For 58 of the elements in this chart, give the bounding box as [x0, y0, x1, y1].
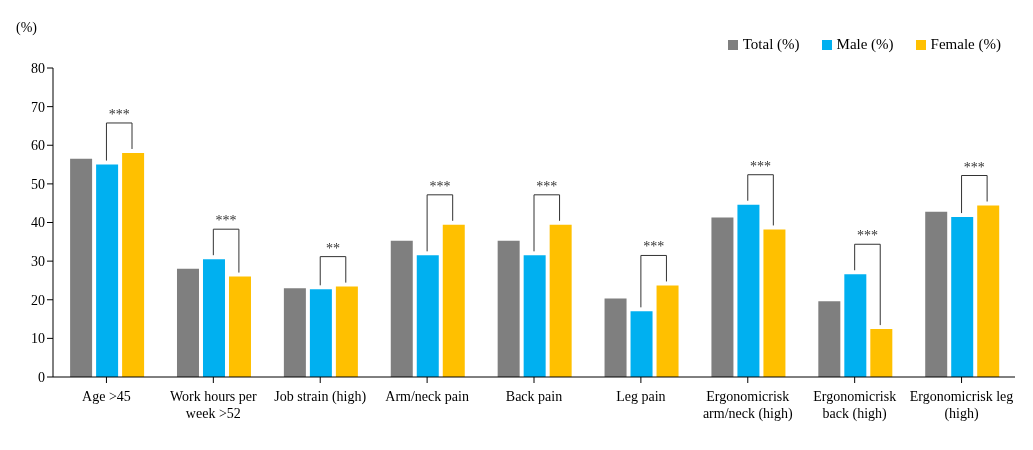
bar — [977, 205, 1000, 377]
bar — [335, 286, 358, 377]
bar — [630, 311, 653, 377]
y-tick-label: 60 — [31, 138, 45, 154]
bar — [228, 276, 251, 377]
y-tick-label: 0 — [38, 369, 45, 385]
annotation: *** — [429, 178, 451, 194]
bar — [951, 217, 974, 377]
x-tick-label: Work hours per week >52 — [169, 389, 258, 421]
x-tick-label: Back pain — [505, 389, 563, 404]
bar — [176, 268, 199, 377]
bar — [70, 158, 93, 377]
y-tick-label: 40 — [31, 215, 45, 231]
x-tick-label: Age >45 — [82, 389, 131, 404]
annotation: *** — [856, 228, 878, 244]
bar — [283, 288, 306, 377]
bar — [818, 301, 841, 377]
bar — [711, 217, 734, 377]
x-tick-label: Arm/neck pain — [385, 389, 469, 404]
bar — [737, 204, 760, 377]
legend-label: Total (%) — [742, 36, 800, 53]
bar — [549, 224, 572, 377]
x-tick-label: Ergonomicrisk back (high) — [813, 389, 897, 422]
x-tick-label: Ergonomicrisk leg (high) — [909, 389, 1014, 422]
legend-label: Female (%) — [930, 36, 1001, 53]
bar — [96, 164, 119, 377]
bar — [442, 224, 465, 377]
bar — [122, 152, 145, 377]
y-tick-label: 10 — [31, 331, 45, 347]
bar — [390, 240, 413, 377]
annotation: *** — [963, 159, 985, 175]
bar — [202, 259, 225, 377]
y-tick-label: 50 — [31, 176, 45, 192]
bar — [416, 255, 439, 377]
bar — [523, 255, 546, 377]
y-tick-label: 80 — [31, 60, 45, 76]
bar — [870, 329, 893, 377]
bar — [604, 298, 627, 377]
bar — [763, 229, 786, 377]
annotation: *** — [108, 106, 130, 122]
y-tick-label: 70 — [31, 99, 45, 115]
bar — [925, 211, 948, 377]
legend-label: Male (%) — [836, 36, 894, 53]
y-tick-label: 30 — [31, 254, 45, 270]
bar — [656, 285, 679, 377]
bar — [309, 289, 332, 377]
annotation: *** — [643, 239, 665, 255]
annotation: ** — [326, 240, 340, 256]
x-tick-label: Leg pain — [616, 389, 666, 404]
y-axis-title: (%) — [16, 20, 37, 36]
x-tick-label: Job strain (high) — [274, 389, 367, 405]
x-tick-label: Ergonomicrisk arm/neck (high) — [702, 389, 794, 422]
bar — [497, 240, 520, 377]
y-tick-label: 20 — [31, 292, 45, 308]
bar — [844, 274, 867, 377]
annotation: *** — [215, 213, 237, 229]
annotation: *** — [536, 178, 558, 194]
annotation: *** — [750, 158, 772, 174]
